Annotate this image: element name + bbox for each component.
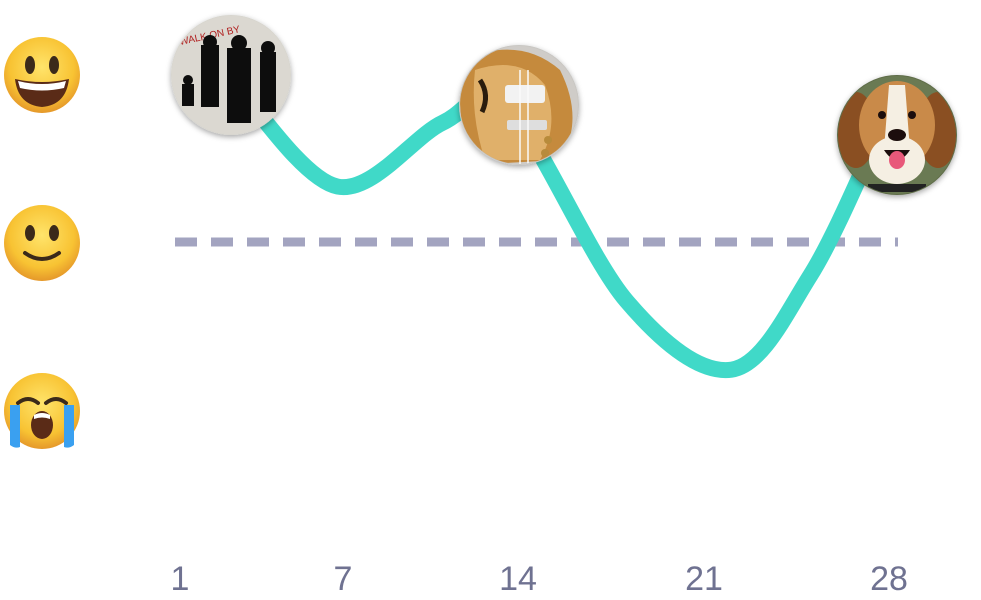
x-tick-label: 7 — [334, 560, 353, 598]
grinning-face-icon — [4, 37, 80, 113]
x-tick-label: 1 — [171, 560, 190, 598]
album-cover-photo: WALK ON BY — [171, 15, 291, 135]
guitar-photo — [459, 45, 579, 165]
mood-line — [224, 72, 884, 379]
slightly-smiling-face-icon — [4, 205, 80, 281]
loudly-crying-face-icon — [4, 373, 80, 449]
beagle-photo — [837, 75, 957, 195]
x-tick-label: 14 — [499, 560, 537, 598]
x-tick-label: 28 — [870, 560, 908, 598]
x-tick-label: 21 — [685, 560, 723, 598]
